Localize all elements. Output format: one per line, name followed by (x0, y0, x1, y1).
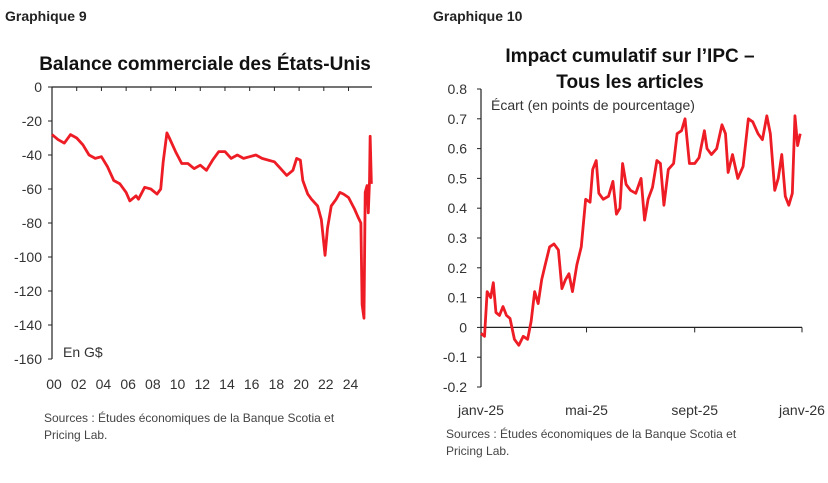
chart2-title: Impact cumulatif sur l’IPC – Tous les ar… (440, 44, 820, 96)
chart2-y-tick-label: 0.5 (448, 170, 468, 186)
chart1-y-tick-label: -140 (14, 317, 42, 333)
chart2-x-tick-label: janv-25 (457, 402, 504, 418)
chart2-series-line (480, 114, 802, 347)
chart1-label: Graphique 9 (5, 8, 87, 24)
chart1-y-tick-label: -40 (22, 147, 42, 163)
chart1-x-tick-label: 14 (219, 376, 235, 392)
chart1-x-tick-label: 22 (318, 376, 334, 392)
chart1-x-tick-label: 06 (120, 376, 136, 392)
chart1-y-tick-label: -120 (14, 283, 42, 299)
chart1-x-tick-label: 16 (244, 376, 260, 392)
chart2-y-tick-label: 0.7 (448, 111, 468, 127)
chart1-x-tick-label: 12 (194, 376, 210, 392)
chart2-x-tick-label: sept-25 (671, 402, 718, 418)
chart2-source-line: Pricing Lab. (446, 444, 510, 458)
chart1-source-line: Pricing Lab. (44, 428, 108, 442)
chart1-y-tick-label: -80 (22, 215, 42, 231)
chart2-y-tick-label: -0.2 (443, 379, 467, 395)
chart1-x-tick-label: 04 (96, 376, 112, 392)
chart1-x-tick-label: 18 (269, 376, 285, 392)
chart2-title-line: Tous les articles (556, 72, 704, 93)
chart1-unit-label: En G$ (63, 344, 103, 360)
chart2-y-tick-label: 0.2 (448, 260, 468, 276)
chart2-y-tick-label: 0.3 (448, 230, 468, 246)
chart1-source-line: Sources : Études économiques de la Banqu… (44, 411, 335, 425)
chart1-x-tick-label: 08 (145, 376, 161, 392)
chart1-x-tick-label: 20 (293, 376, 309, 392)
chart2-y-tick-label: 0.8 (448, 81, 468, 97)
chart2-source-line: Sources : Études économiques de la Banqu… (446, 427, 737, 441)
chart2-x-tick-label: janv-26 (778, 402, 825, 418)
chart1-sources: Sources : Études économiques de la Banqu… (44, 410, 334, 444)
chart1-y-tick-label: 0 (34, 79, 42, 95)
chart1-x-tick-label: 00 (46, 376, 62, 392)
chart1-y-tick-label: -60 (22, 181, 42, 197)
chart2-y-tick-label: 0.4 (448, 200, 468, 216)
chart1-x-tick-label: 02 (71, 376, 87, 392)
chart1-x-tick-label: 10 (170, 376, 186, 392)
chart1-y-tick-label: -160 (14, 351, 42, 367)
chart2-y-tick-label: 0.6 (448, 141, 468, 157)
chart2-y-tick-label: -0.1 (443, 349, 467, 365)
chart2-sources: Sources : Études économiques de la Banqu… (446, 426, 736, 460)
chart2-title-line: Impact cumulatif sur l’IPC – (505, 46, 755, 67)
chart1-y-tick-label: -20 (22, 113, 42, 129)
chart1-series-line (51, 131, 373, 320)
chart2-y-tick-label: 0 (459, 319, 467, 335)
chart2-x-tick-label: mai-25 (565, 402, 608, 418)
chart1-x-tick-label: 24 (343, 376, 359, 392)
chart1-y-tick-label: -100 (14, 249, 42, 265)
chart2-unit-label: Écart (en points de pourcentage) (491, 97, 695, 113)
chart2-y-tick-label: 0.1 (448, 290, 468, 306)
chart2-label: Graphique 10 (433, 8, 523, 24)
chart1-title: Balance commerciale des États-Unis (39, 54, 371, 75)
